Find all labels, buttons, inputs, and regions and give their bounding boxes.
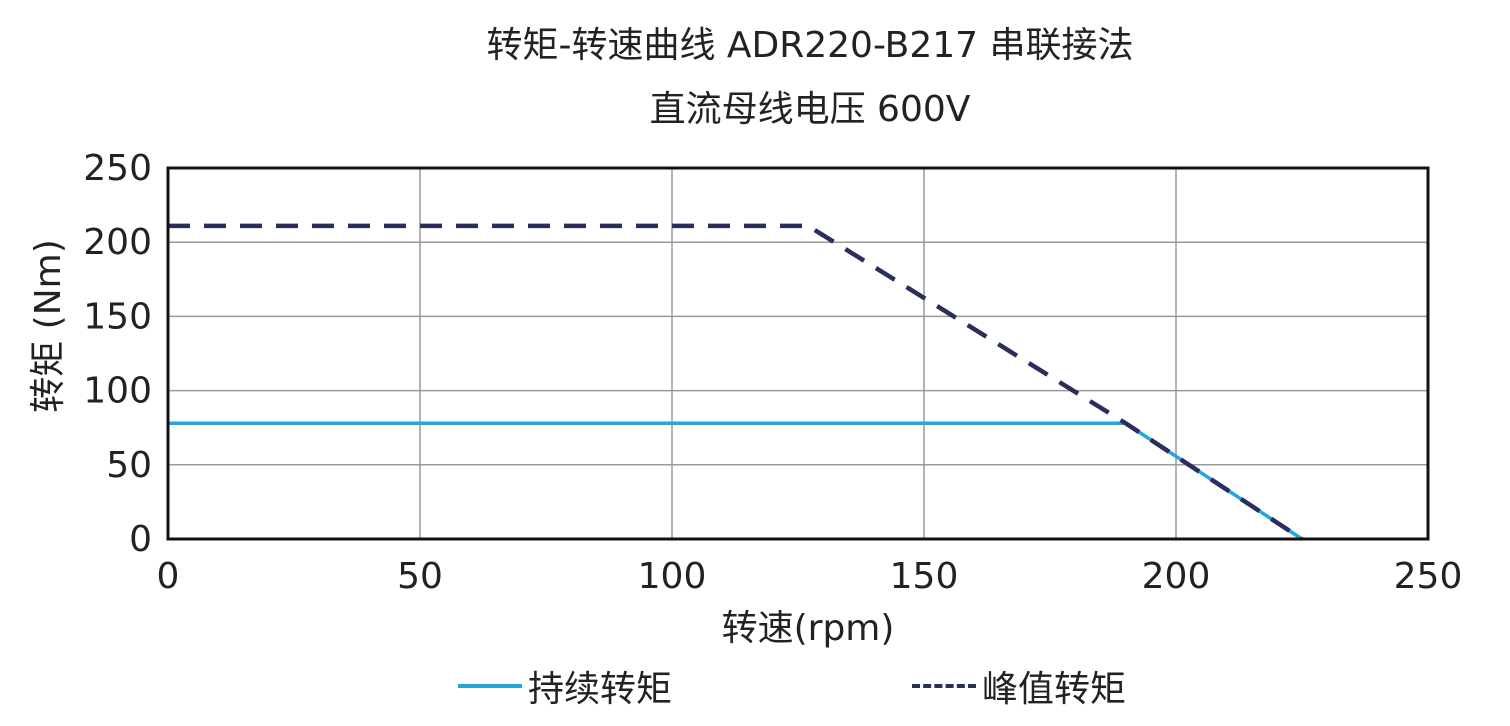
series-lines [168,223,1304,541]
x-tick-label: 50 [397,556,443,597]
x-tick-label: 0 [157,556,180,597]
x-axis-label: 转速(rpm) [722,608,895,649]
y-tick-label: 200 [83,222,152,263]
legend-item-continuous-torque: 持续转矩 [458,660,672,712]
y-axis-label: 转矩 (Nm) [28,239,69,413]
legend-label-continuous-torque: 持续转矩 [528,669,673,710]
y-tick-label: 100 [83,371,152,412]
y-tick-label: 150 [83,296,152,337]
legend-swatch-solid [458,684,522,688]
y-tick-label: 250 [83,148,152,189]
chart-subtitle: 直流母线电压 600V [649,89,971,130]
x-tick-label: 250 [1394,556,1463,597]
tick-labels: 0 50 100 150 200 250 0 50 100 150 200 250 [83,148,1462,597]
x-tick-label: 100 [638,556,707,597]
x-tick-label: 150 [890,556,959,597]
legend-swatch-dashed [912,684,976,688]
legend-item-peak-torque: 峰值转矩 [912,660,1126,712]
legend-label-peak-torque: 峰值转矩 [982,669,1127,710]
y-tick-label: 0 [129,519,152,560]
continuous-torque-line [168,421,1303,541]
chart-title: 转矩-转速曲线 ADR220-B217 串联接法 [486,25,1134,66]
plot-frame [166,166,1430,541]
x-tick-label: 200 [1142,556,1211,597]
peak-torque-line [168,223,1304,541]
y-tick-label: 50 [106,445,152,486]
